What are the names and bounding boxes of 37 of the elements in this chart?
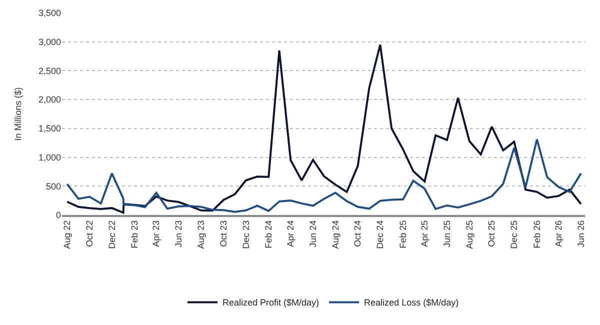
- x-tick-label: Apr 24: [286, 220, 296, 247]
- x-tick-label: Feb 23: [130, 220, 140, 248]
- x-tick-label: Dec 24: [375, 220, 386, 249]
- legend-label: Realized Profit ($M/day): [222, 298, 320, 308]
- y-tick-label: 0: [56, 210, 61, 220]
- x-tick-label: Oct 23: [218, 220, 228, 247]
- line-series: [66, 44, 582, 214]
- x-tick-label: Feb 26: [532, 220, 542, 248]
- y-tick-label: 3,500: [38, 8, 61, 18]
- y-tick-label: 3,000: [38, 37, 61, 48]
- x-tick-label: Oct 24: [352, 220, 363, 247]
- x-tick-label: Jun 24: [308, 220, 318, 248]
- x-tick-label: Jun 25: [442, 220, 452, 248]
- x-tick-label: Aug 25: [464, 220, 474, 249]
- x-tick-label: Apr 25: [420, 220, 430, 247]
- legend-label: Realized Loss ($M/day): [364, 298, 459, 308]
- y-tick-label: 2,500: [38, 66, 61, 76]
- x-tick-label: Dec 22: [106, 220, 117, 249]
- y-tick-label: 500: [46, 181, 61, 192]
- x-tick-label: Aug 24: [330, 220, 340, 249]
- x-tick-label: Dec 23: [240, 220, 251, 249]
- x-tick-label: Aug 22: [62, 220, 72, 249]
- y-axis-title: In Millions ($): [12, 87, 23, 141]
- x-tick-label: Apr 26: [553, 220, 564, 247]
- x-tick-label: Jun 26: [576, 220, 586, 248]
- x-tick-label: Apr 23: [151, 220, 162, 247]
- x-tick-label: Feb 24: [264, 220, 274, 248]
- x-tick-label: Aug 23: [196, 220, 206, 249]
- x-tick-label: Dec 25: [509, 220, 520, 249]
- x-tick-label: Oct 22: [84, 220, 94, 247]
- x-tick-label: Feb 25: [398, 220, 408, 248]
- x-tick-label: Jun 23: [174, 220, 184, 248]
- x-tick-label: Oct 25: [486, 220, 497, 247]
- y-tick-label: 1,000: [38, 152, 61, 162]
- y-tick-label: 2,000: [38, 94, 61, 105]
- line-series: [66, 138, 582, 213]
- y-tick-label: 1,500: [38, 124, 61, 134]
